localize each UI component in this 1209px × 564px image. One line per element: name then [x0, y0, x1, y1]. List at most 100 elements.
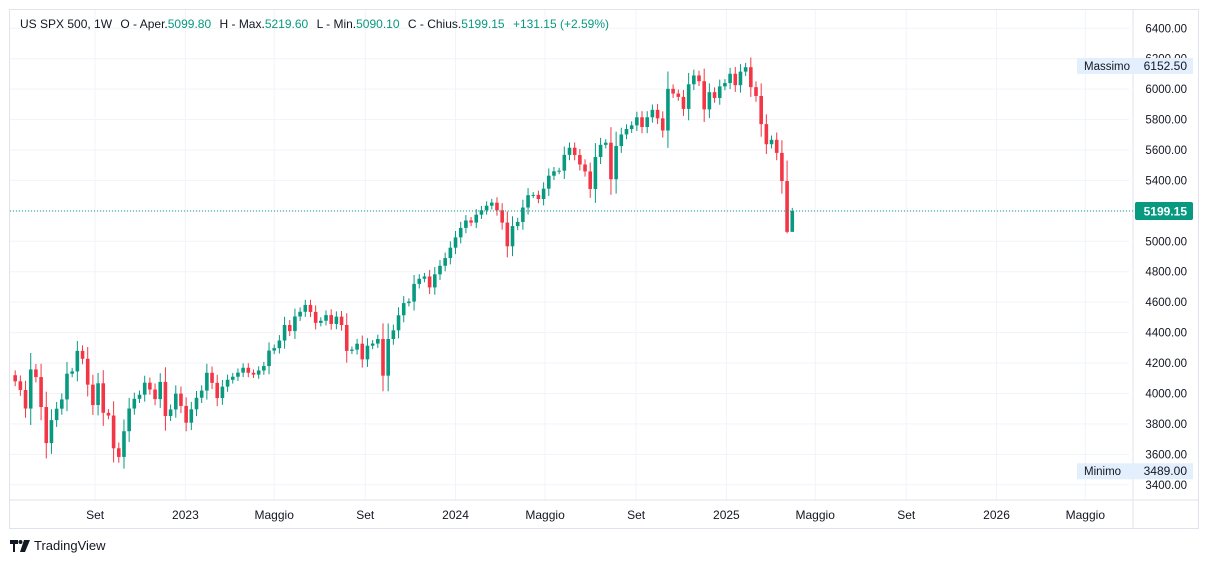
candle-body[interactable]: [448, 247, 453, 259]
candle-body[interactable]: [85, 358, 90, 385]
candle-body[interactable]: [526, 195, 530, 208]
candle-body[interactable]: [510, 226, 515, 247]
candle-body[interactable]: [712, 92, 717, 98]
candle-body[interactable]: [759, 95, 763, 125]
candle-body[interactable]: [697, 75, 701, 82]
candle-body[interactable]: [70, 371, 74, 374]
candle-body[interactable]: [427, 276, 432, 288]
candle-body[interactable]: [764, 124, 769, 145]
candle-body[interactable]: [438, 265, 442, 275]
candle-body[interactable]: [262, 366, 266, 371]
candle-body[interactable]: [96, 383, 100, 406]
candle-body[interactable]: [686, 84, 691, 109]
candle-body[interactable]: [733, 73, 738, 86]
candle-body[interactable]: [640, 117, 644, 128]
candle-body[interactable]: [230, 376, 235, 380]
candle-body[interactable]: [707, 92, 712, 110]
candle-body[interactable]: [18, 381, 23, 390]
candle-body[interactable]: [168, 409, 173, 416]
candle-body[interactable]: [743, 67, 748, 72]
candle-body[interactable]: [754, 87, 758, 96]
candle-body[interactable]: [578, 155, 582, 165]
candle-body[interactable]: [355, 343, 359, 350]
candle-body[interactable]: [505, 222, 510, 247]
candle-body[interactable]: [723, 83, 727, 87]
candle-body[interactable]: [210, 372, 214, 383]
candle-body[interactable]: [173, 393, 178, 410]
candle-body[interactable]: [184, 405, 188, 423]
candle-body[interactable]: [142, 382, 147, 395]
candle-body[interactable]: [479, 210, 484, 215]
candle-body[interactable]: [666, 88, 670, 131]
candle-body[interactable]: [619, 134, 624, 147]
candle-body[interactable]: [692, 75, 696, 85]
candle-body[interactable]: [484, 205, 489, 211]
candle-body[interactable]: [303, 304, 308, 312]
candle-body[interactable]: [495, 202, 499, 211]
candle-body[interactable]: [655, 109, 660, 119]
candle-body[interactable]: [225, 379, 230, 387]
candle-body[interactable]: [272, 348, 277, 351]
candle-body[interactable]: [635, 117, 639, 126]
candle-body[interactable]: [246, 367, 251, 373]
candle-body[interactable]: [256, 370, 261, 375]
candle-body[interactable]: [106, 412, 111, 416]
candle-body[interactable]: [417, 278, 422, 284]
candle-body[interactable]: [267, 350, 271, 367]
candle-body[interactable]: [546, 175, 551, 189]
candle-body[interactable]: [614, 146, 618, 180]
candle-body[interactable]: [588, 171, 593, 189]
candle-body[interactable]: [676, 93, 681, 97]
candle-body[interactable]: [132, 398, 137, 409]
candle-body[interactable]: [344, 325, 349, 351]
candle-body[interactable]: [308, 304, 313, 312]
candle-body[interactable]: [681, 96, 686, 109]
candle-body[interactable]: [422, 276, 427, 279]
candle-body[interactable]: [75, 350, 80, 372]
candle-body[interactable]: [469, 220, 473, 223]
candle-body[interactable]: [515, 221, 520, 227]
candle-body[interactable]: [13, 375, 17, 382]
candle-body[interactable]: [215, 382, 220, 399]
candle-body[interactable]: [293, 316, 297, 332]
candle-body[interactable]: [80, 350, 85, 359]
candle-body[interactable]: [116, 448, 121, 457]
candle-body[interactable]: [189, 409, 194, 423]
candle-body[interactable]: [500, 210, 504, 223]
candle-body[interactable]: [34, 369, 38, 378]
candle-body[interactable]: [205, 372, 209, 391]
candle-body[interactable]: [567, 147, 572, 155]
candle-body[interactable]: [790, 211, 795, 232]
candle-body[interactable]: [179, 393, 183, 406]
candle-body[interactable]: [241, 367, 245, 373]
candle-body[interactable]: [39, 377, 43, 408]
candle-body[interactable]: [137, 394, 142, 399]
candle-body[interactable]: [111, 415, 116, 449]
candle-body[interactable]: [60, 399, 64, 409]
candle-body[interactable]: [65, 373, 69, 400]
candle-body[interactable]: [251, 372, 256, 375]
candle-body[interactable]: [785, 181, 789, 232]
candle-body[interactable]: [453, 237, 458, 248]
candle-body[interactable]: [220, 386, 225, 399]
candle-body[interactable]: [194, 397, 199, 410]
candle-body[interactable]: [774, 139, 779, 153]
candle-body[interactable]: [531, 194, 536, 196]
candle-body[interactable]: [624, 129, 629, 135]
candle-body[interactable]: [583, 164, 587, 172]
candle-body[interactable]: [769, 139, 774, 145]
candle-body[interactable]: [717, 86, 722, 98]
candle-body[interactable]: [350, 349, 354, 351]
candle-body[interactable]: [319, 320, 323, 323]
candle-body[interactable]: [153, 389, 157, 400]
candle-body[interactable]: [521, 207, 525, 222]
candle-body[interactable]: [660, 118, 665, 131]
candle-body[interactable]: [474, 214, 479, 223]
candle-body[interactable]: [593, 157, 598, 189]
candle-body[interactable]: [122, 431, 126, 457]
candle-body[interactable]: [158, 381, 163, 400]
candle-body[interactable]: [609, 142, 613, 180]
tradingview-attribution[interactable]: TradingView: [10, 538, 106, 553]
candle-body[interactable]: [282, 325, 287, 341]
